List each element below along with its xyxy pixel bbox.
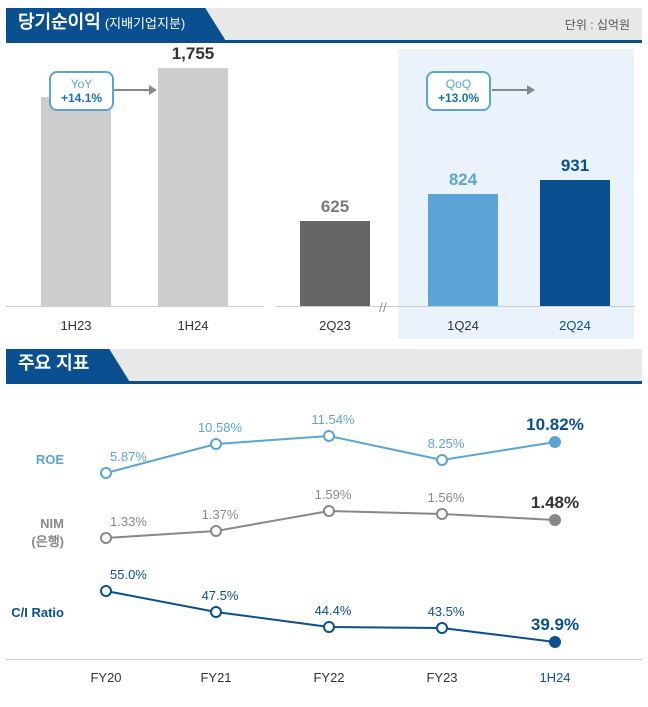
series-value-label: 1.56% bbox=[428, 490, 465, 505]
bar-value-label: 1,755 bbox=[148, 44, 238, 64]
bubble-label: QoQ bbox=[438, 77, 479, 91]
bar-chart-right: 625 824 931 2Q23 1Q24 2Q24 QoQ+13.0% // bbox=[276, 49, 634, 339]
bubble-pct: +13.0% bbox=[438, 91, 479, 105]
series-value-label: 39.9% bbox=[531, 615, 579, 634]
line-x-label: 1H24 bbox=[525, 670, 585, 685]
series-marker bbox=[101, 533, 111, 543]
series-value-label: 1.59% bbox=[315, 487, 352, 502]
section2-underline bbox=[6, 381, 642, 384]
bar-x-label: 2Q24 bbox=[530, 318, 620, 333]
bar bbox=[428, 194, 498, 306]
bar bbox=[540, 180, 610, 306]
series-value-label: 44.4% bbox=[315, 603, 352, 618]
line-x-label: FY23 bbox=[412, 670, 472, 685]
line-chart-svg: 5.87% 10.58% 11.54% 8.25% 10.82% 1.33% 1.37% 1.… bbox=[6, 390, 642, 660]
series-value-label: 10.58% bbox=[198, 420, 243, 435]
series-value-label: 43.5% bbox=[428, 604, 465, 619]
series-value-label: 55.0% bbox=[110, 567, 147, 582]
series-value-label: 5.87% bbox=[110, 449, 147, 464]
bar bbox=[41, 97, 111, 306]
axis-break-icon: // bbox=[379, 299, 387, 315]
series-marker bbox=[550, 637, 560, 647]
series-marker bbox=[437, 509, 447, 519]
bar bbox=[158, 68, 228, 306]
line-charts: 5.87% 10.58% 11.54% 8.25% 10.82% 1.33% 1.37% 1.… bbox=[6, 390, 642, 660]
series-marker bbox=[211, 439, 221, 449]
bar-chart-left: 1,5391,755 1H23 1H24 YoY+14.1% bbox=[6, 49, 264, 339]
series-marker bbox=[550, 515, 560, 525]
series-marker bbox=[437, 623, 447, 633]
series-value-label: 8.25% bbox=[428, 436, 465, 451]
metric-label: NIM(은행) bbox=[10, 516, 64, 550]
series-marker bbox=[211, 526, 221, 536]
section2-title-bar: 주요 지표 bbox=[6, 349, 129, 381]
series-marker bbox=[211, 607, 221, 617]
series-marker bbox=[101, 586, 111, 596]
bubble-pct: +14.1% bbox=[61, 91, 102, 105]
series-marker bbox=[101, 468, 111, 478]
series-marker bbox=[550, 437, 560, 447]
bar bbox=[300, 221, 370, 306]
section2-header: 주요 지표 bbox=[6, 349, 642, 381]
section1-unit: 단위 : 십억원 bbox=[565, 16, 642, 33]
series-marker bbox=[324, 506, 334, 516]
line-x-label: FY21 bbox=[186, 670, 246, 685]
series-value-label: 1.48% bbox=[531, 493, 579, 512]
bar-x-label: 1H24 bbox=[148, 318, 238, 333]
bar-area-left: 1,5391,755 bbox=[6, 49, 264, 307]
bubble-label: YoY bbox=[61, 77, 102, 91]
bar-value-label: 931 bbox=[530, 156, 620, 176]
line-x-label: FY20 bbox=[76, 670, 136, 685]
series-value-label: 10.82% bbox=[526, 415, 584, 434]
bar-x-label: 1Q24 bbox=[418, 318, 508, 333]
series-marker bbox=[324, 431, 334, 441]
section1-title-bar: 당기순이익 (지배기업지분) bbox=[6, 8, 225, 40]
section1-subtitle: (지배기업지분) bbox=[105, 13, 185, 32]
growth-bubble: YoY+14.1% bbox=[49, 71, 114, 111]
arrow-icon bbox=[114, 89, 150, 91]
bar-value-label: 625 bbox=[290, 197, 380, 217]
series-marker bbox=[437, 455, 447, 465]
metric-label: ROE bbox=[10, 452, 64, 467]
series-value-label: 1.37% bbox=[202, 507, 239, 522]
section1-title: 당기순이익 bbox=[18, 8, 101, 34]
growth-bubble: QoQ+13.0% bbox=[426, 71, 491, 111]
series-value-label: 1.33% bbox=[110, 514, 147, 529]
metric-label: C/I Ratio bbox=[10, 605, 64, 620]
bar-value-label: 824 bbox=[418, 170, 508, 190]
section1-header: 당기순이익 (지배기업지분) 단위 : 십억원 bbox=[6, 8, 642, 40]
section2-title: 주요 지표 bbox=[18, 349, 89, 375]
line-x-label: FY22 bbox=[299, 670, 359, 685]
series-value-label: 11.54% bbox=[311, 412, 355, 427]
arrow-icon bbox=[492, 89, 528, 91]
series-marker bbox=[324, 622, 334, 632]
line-charts-x-axis: FY20 FY21 FY22 FY23 1H24 bbox=[6, 666, 642, 692]
bar-x-label: 2Q23 bbox=[290, 318, 380, 333]
section1-underline bbox=[6, 40, 642, 43]
bar-x-label: 1H23 bbox=[31, 318, 121, 333]
series-value-label: 47.5% bbox=[202, 588, 239, 603]
bar-charts-row: 1,5391,755 1H23 1H24 YoY+14.1% 625 824 931 2… bbox=[6, 49, 642, 339]
